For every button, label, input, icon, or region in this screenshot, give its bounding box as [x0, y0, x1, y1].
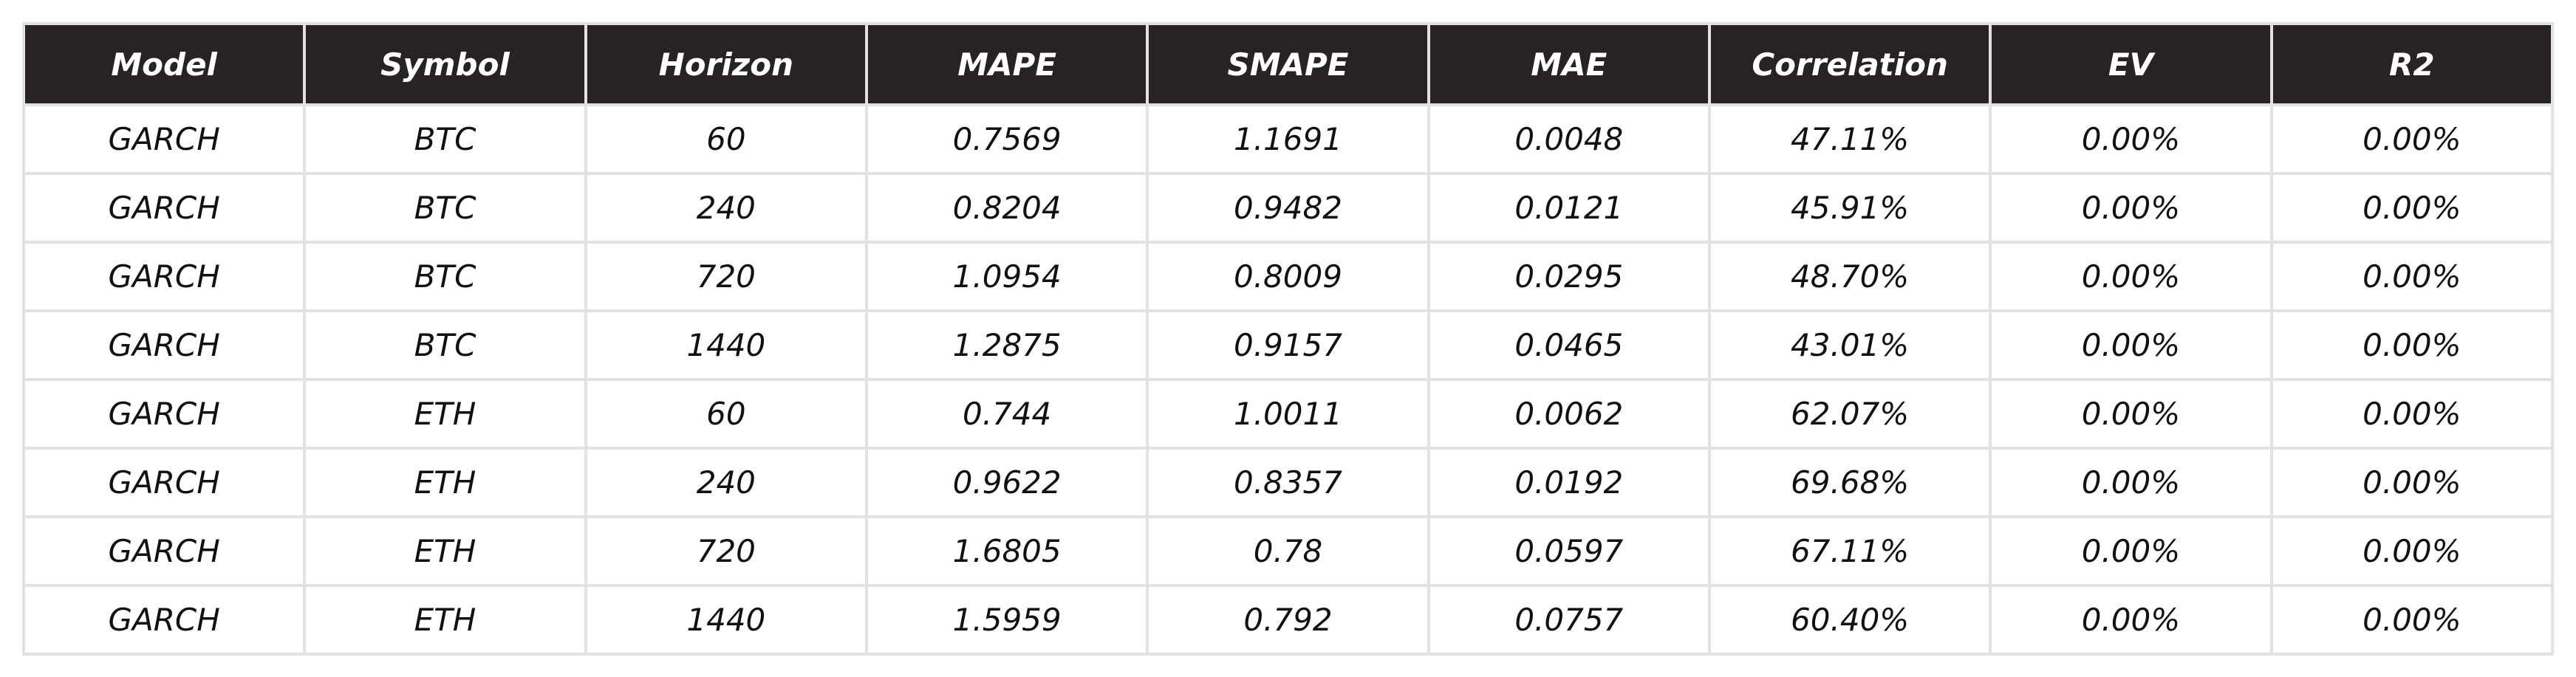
column-header-horizon: Horizon [584, 22, 868, 106]
table-cell-ev: 0.00% [1989, 103, 2273, 175]
table-cell-smape: 0.78 [1146, 515, 1430, 587]
table-cell-horizon: 720 [584, 241, 868, 312]
table-cell-model: GARCH [21, 103, 307, 175]
table-cell-ev: 0.00% [1989, 172, 2273, 244]
column-header-symbol: Symbol [303, 22, 587, 106]
table-cell-horizon: 1440 [584, 309, 868, 381]
table-cell-ev: 0.00% [1989, 378, 2273, 450]
table-cell-horizon: 240 [584, 172, 868, 244]
table-cell-smape: 1.0011 [1146, 378, 1430, 450]
table-cell-smape: 0.9157 [1146, 309, 1430, 381]
table-cell-symbol: ETH [303, 378, 587, 450]
table-cell-mape: 0.9622 [864, 447, 1149, 518]
table-cell-model: GARCH [21, 309, 307, 381]
table-cell-symbol: ETH [303, 447, 587, 518]
table-cell-ev: 0.00% [1989, 584, 2273, 656]
table-cell-mape: 1.5959 [864, 584, 1149, 656]
table-cell-smape: 0.9482 [1146, 172, 1430, 244]
table-cell-r2: 0.00% [2269, 378, 2555, 450]
column-header-smape: SMAPE [1146, 22, 1430, 106]
table-row: GARCH ETH 240 0.9622 0.8357 0.0192 69.68% 0.00%… [21, 447, 2555, 518]
table-cell-mape: 1.0954 [864, 241, 1149, 312]
table-cell-horizon: 60 [584, 103, 868, 175]
table-cell-r2: 0.00% [2269, 172, 2555, 244]
table-cell-horizon: 1440 [584, 584, 868, 656]
table-cell-model: GARCH [21, 172, 307, 244]
table-cell-ev: 0.00% [1989, 241, 2273, 312]
table-cell-mae: 0.0295 [1427, 241, 1711, 312]
table-row: GARCH BTC 1440 1.2875 0.9157 0.0465 43.01% 0.00… [21, 309, 2555, 381]
column-header-model: Model [21, 22, 307, 106]
table-cell-mae: 0.0048 [1427, 103, 1711, 175]
table-cell-correlation: 60.40% [1707, 584, 1992, 656]
table-cell-r2: 0.00% [2269, 515, 2555, 587]
table-row: GARCH ETH 1440 1.5959 0.792 0.0757 60.40% 0.00%… [21, 584, 2555, 656]
table-cell-r2: 0.00% [2269, 584, 2555, 656]
table-cell-correlation: 43.01% [1707, 309, 1992, 381]
table-cell-mae: 0.0465 [1427, 309, 1711, 381]
table-cell-mae: 0.0062 [1427, 378, 1711, 450]
table-cell-correlation: 62.07% [1707, 378, 1992, 450]
table-cell-ev: 0.00% [1989, 309, 2273, 381]
header-row: Model Symbol Horizon MAPE SMAPE MAE Correlatio… [21, 22, 2555, 106]
table-cell-correlation: 67.11% [1707, 515, 1992, 587]
table-cell-ev: 0.00% [1989, 515, 2273, 587]
table-cell-correlation: 45.91% [1707, 172, 1992, 244]
table-cell-horizon: 240 [584, 447, 868, 518]
table-cell-symbol: BTC [303, 103, 587, 175]
table-cell-correlation: 69.68% [1707, 447, 1992, 518]
table-cell-r2: 0.00% [2269, 103, 2555, 175]
table-cell-smape: 0.792 [1146, 584, 1430, 656]
table-cell-symbol: ETH [303, 515, 587, 587]
table-cell-mae: 0.0757 [1427, 584, 1711, 656]
column-header-r2: R2 [2269, 22, 2555, 106]
table-row: GARCH BTC 720 1.0954 0.8009 0.0295 48.70% 0.00%… [21, 241, 2555, 312]
column-header-mae: MAE [1427, 22, 1711, 106]
table-cell-mae: 0.0192 [1427, 447, 1711, 518]
table-cell-horizon: 60 [584, 378, 868, 450]
table-cell-symbol: BTC [303, 309, 587, 381]
table-cell-model: GARCH [21, 515, 307, 587]
table-cell-ev: 0.00% [1989, 447, 2273, 518]
table-cell-smape: 0.8009 [1146, 241, 1430, 312]
table-cell-mape: 0.7569 [864, 103, 1149, 175]
table-cell-symbol: BTC [303, 172, 587, 244]
table-cell-model: GARCH [21, 447, 307, 518]
table-cell-model: GARCH [21, 584, 307, 656]
table-cell-mape: 1.6805 [864, 515, 1149, 587]
table-cell-symbol: BTC [303, 241, 587, 312]
table-body: GARCH BTC 60 0.7569 1.1691 0.0048 47.11% 0.00% 0… [21, 103, 2555, 656]
column-header-ev: EV [1989, 22, 2273, 106]
table-cell-model: GARCH [21, 378, 307, 450]
table-cell-r2: 0.00% [2269, 447, 2555, 518]
table-row: GARCH BTC 60 0.7569 1.1691 0.0048 47.11% 0.00% 0… [21, 103, 2555, 175]
table-cell-model: GARCH [21, 241, 307, 312]
table-cell-horizon: 720 [584, 515, 868, 587]
table-cell-mae: 0.0597 [1427, 515, 1711, 587]
table-row: GARCH BTC 240 0.8204 0.9482 0.0121 45.91% 0.00%… [21, 172, 2555, 244]
table-cell-correlation: 47.11% [1707, 103, 1992, 175]
table-cell-mape: 1.2875 [864, 309, 1149, 381]
table-row: GARCH ETH 720 1.6805 0.78 0.0597 67.11% 0.00% 0.… [21, 515, 2555, 587]
table-cell-symbol: ETH [303, 584, 587, 656]
column-header-correlation: Correlation [1707, 22, 1992, 106]
metrics-table: Model Symbol Horizon MAPE SMAPE MAE Correlatio… [21, 22, 2555, 656]
table-cell-correlation: 48.70% [1707, 241, 1992, 312]
table-cell-mape: 0.744 [864, 378, 1149, 450]
table-header: Model Symbol Horizon MAPE SMAPE MAE Correlatio… [21, 22, 2555, 106]
column-header-mape: MAPE [864, 22, 1149, 106]
table-cell-smape: 0.8357 [1146, 447, 1430, 518]
table-row: GARCH ETH 60 0.744 1.0011 0.0062 62.07% 0.00% 0.… [21, 378, 2555, 450]
table-cell-r2: 0.00% [2269, 241, 2555, 312]
table-cell-mae: 0.0121 [1427, 172, 1711, 244]
table-cell-r2: 0.00% [2269, 309, 2555, 381]
table-cell-smape: 1.1691 [1146, 103, 1430, 175]
table-cell-mape: 0.8204 [864, 172, 1149, 244]
